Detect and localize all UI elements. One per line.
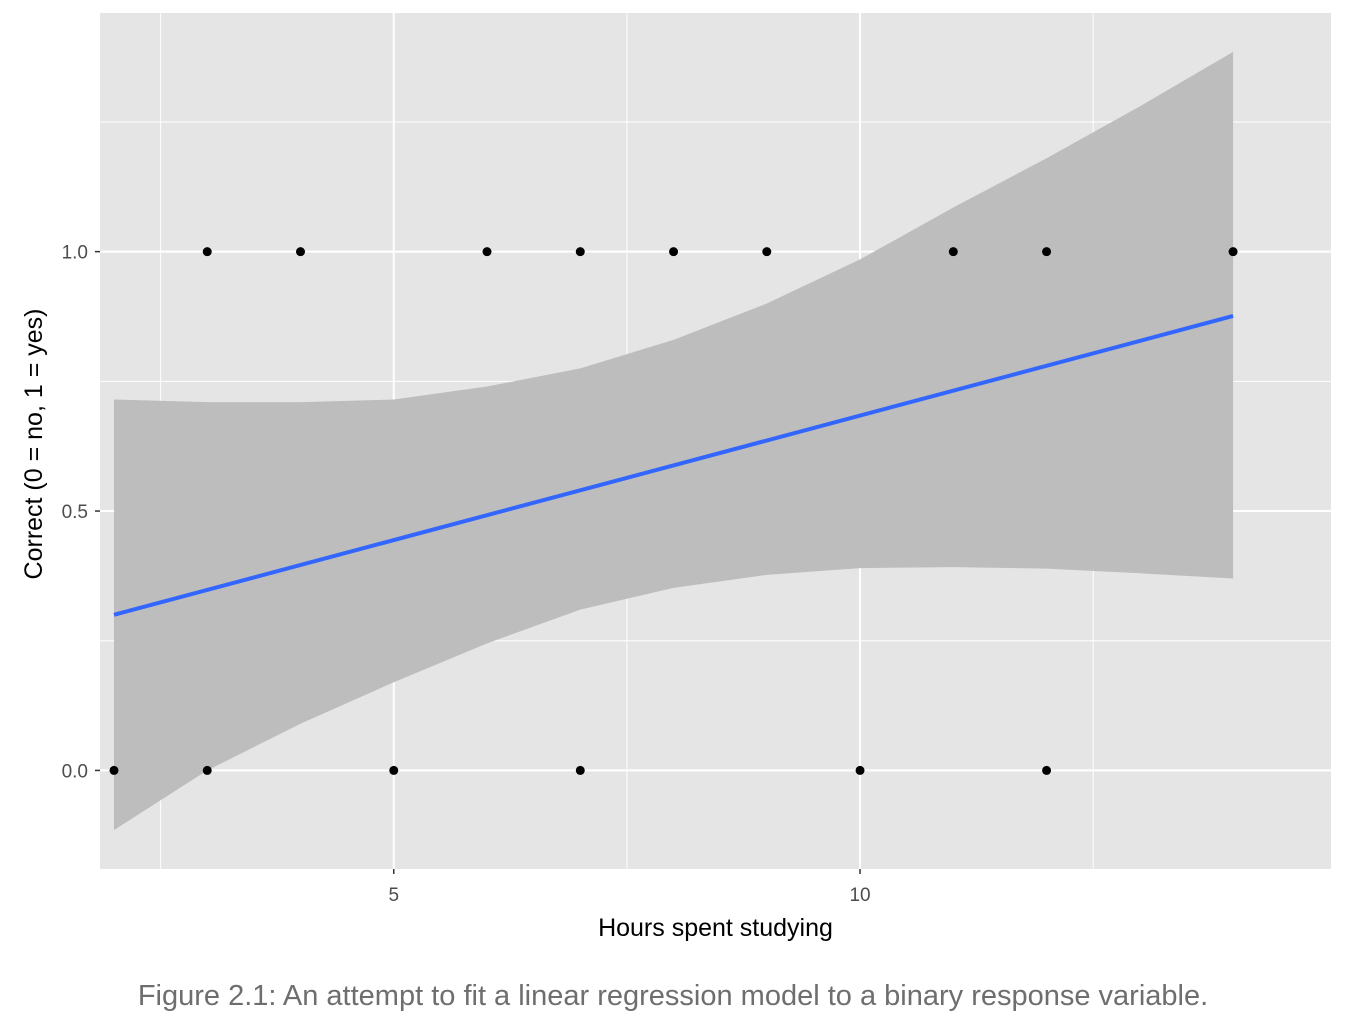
data-point (669, 247, 679, 257)
data-point (1228, 247, 1238, 257)
y-axis-ticks: 0.0 0.5 1.0 (62, 243, 100, 782)
x-tick-label: 5 (388, 885, 399, 906)
confidence-band (113, 51, 1234, 831)
data-point (202, 765, 212, 775)
data-point (202, 247, 212, 257)
data-point (575, 765, 585, 775)
data-point (482, 247, 492, 257)
figure-caption: Figure 2.1: An attempt to fit a linear r… (137, 980, 1209, 1012)
data-point (855, 765, 865, 775)
x-tick-label: 10 (849, 885, 870, 906)
data-point (575, 247, 585, 257)
y-tick-label: 0.0 (62, 761, 88, 782)
data-point (296, 247, 306, 257)
data-point (762, 247, 772, 257)
x-axis-title: Hours spent studying (598, 914, 833, 942)
regression-line (113, 314, 1234, 617)
data-point (1042, 765, 1052, 775)
data-point (389, 765, 399, 775)
x-axis-ticks: 5 10 (388, 869, 871, 906)
chart: 5 10 0.0 0.5 1.0 Hours spent studying Corre… (20, 13, 1331, 942)
data-point (948, 247, 958, 257)
data-points (109, 247, 1238, 775)
y-axis-title: Correct (0 = no, 1 = yes) (20, 309, 48, 580)
y-tick-label: 1.0 (62, 243, 88, 264)
data-point (1042, 247, 1052, 257)
y-tick-label: 0.5 (62, 502, 88, 523)
data-point (109, 765, 119, 775)
